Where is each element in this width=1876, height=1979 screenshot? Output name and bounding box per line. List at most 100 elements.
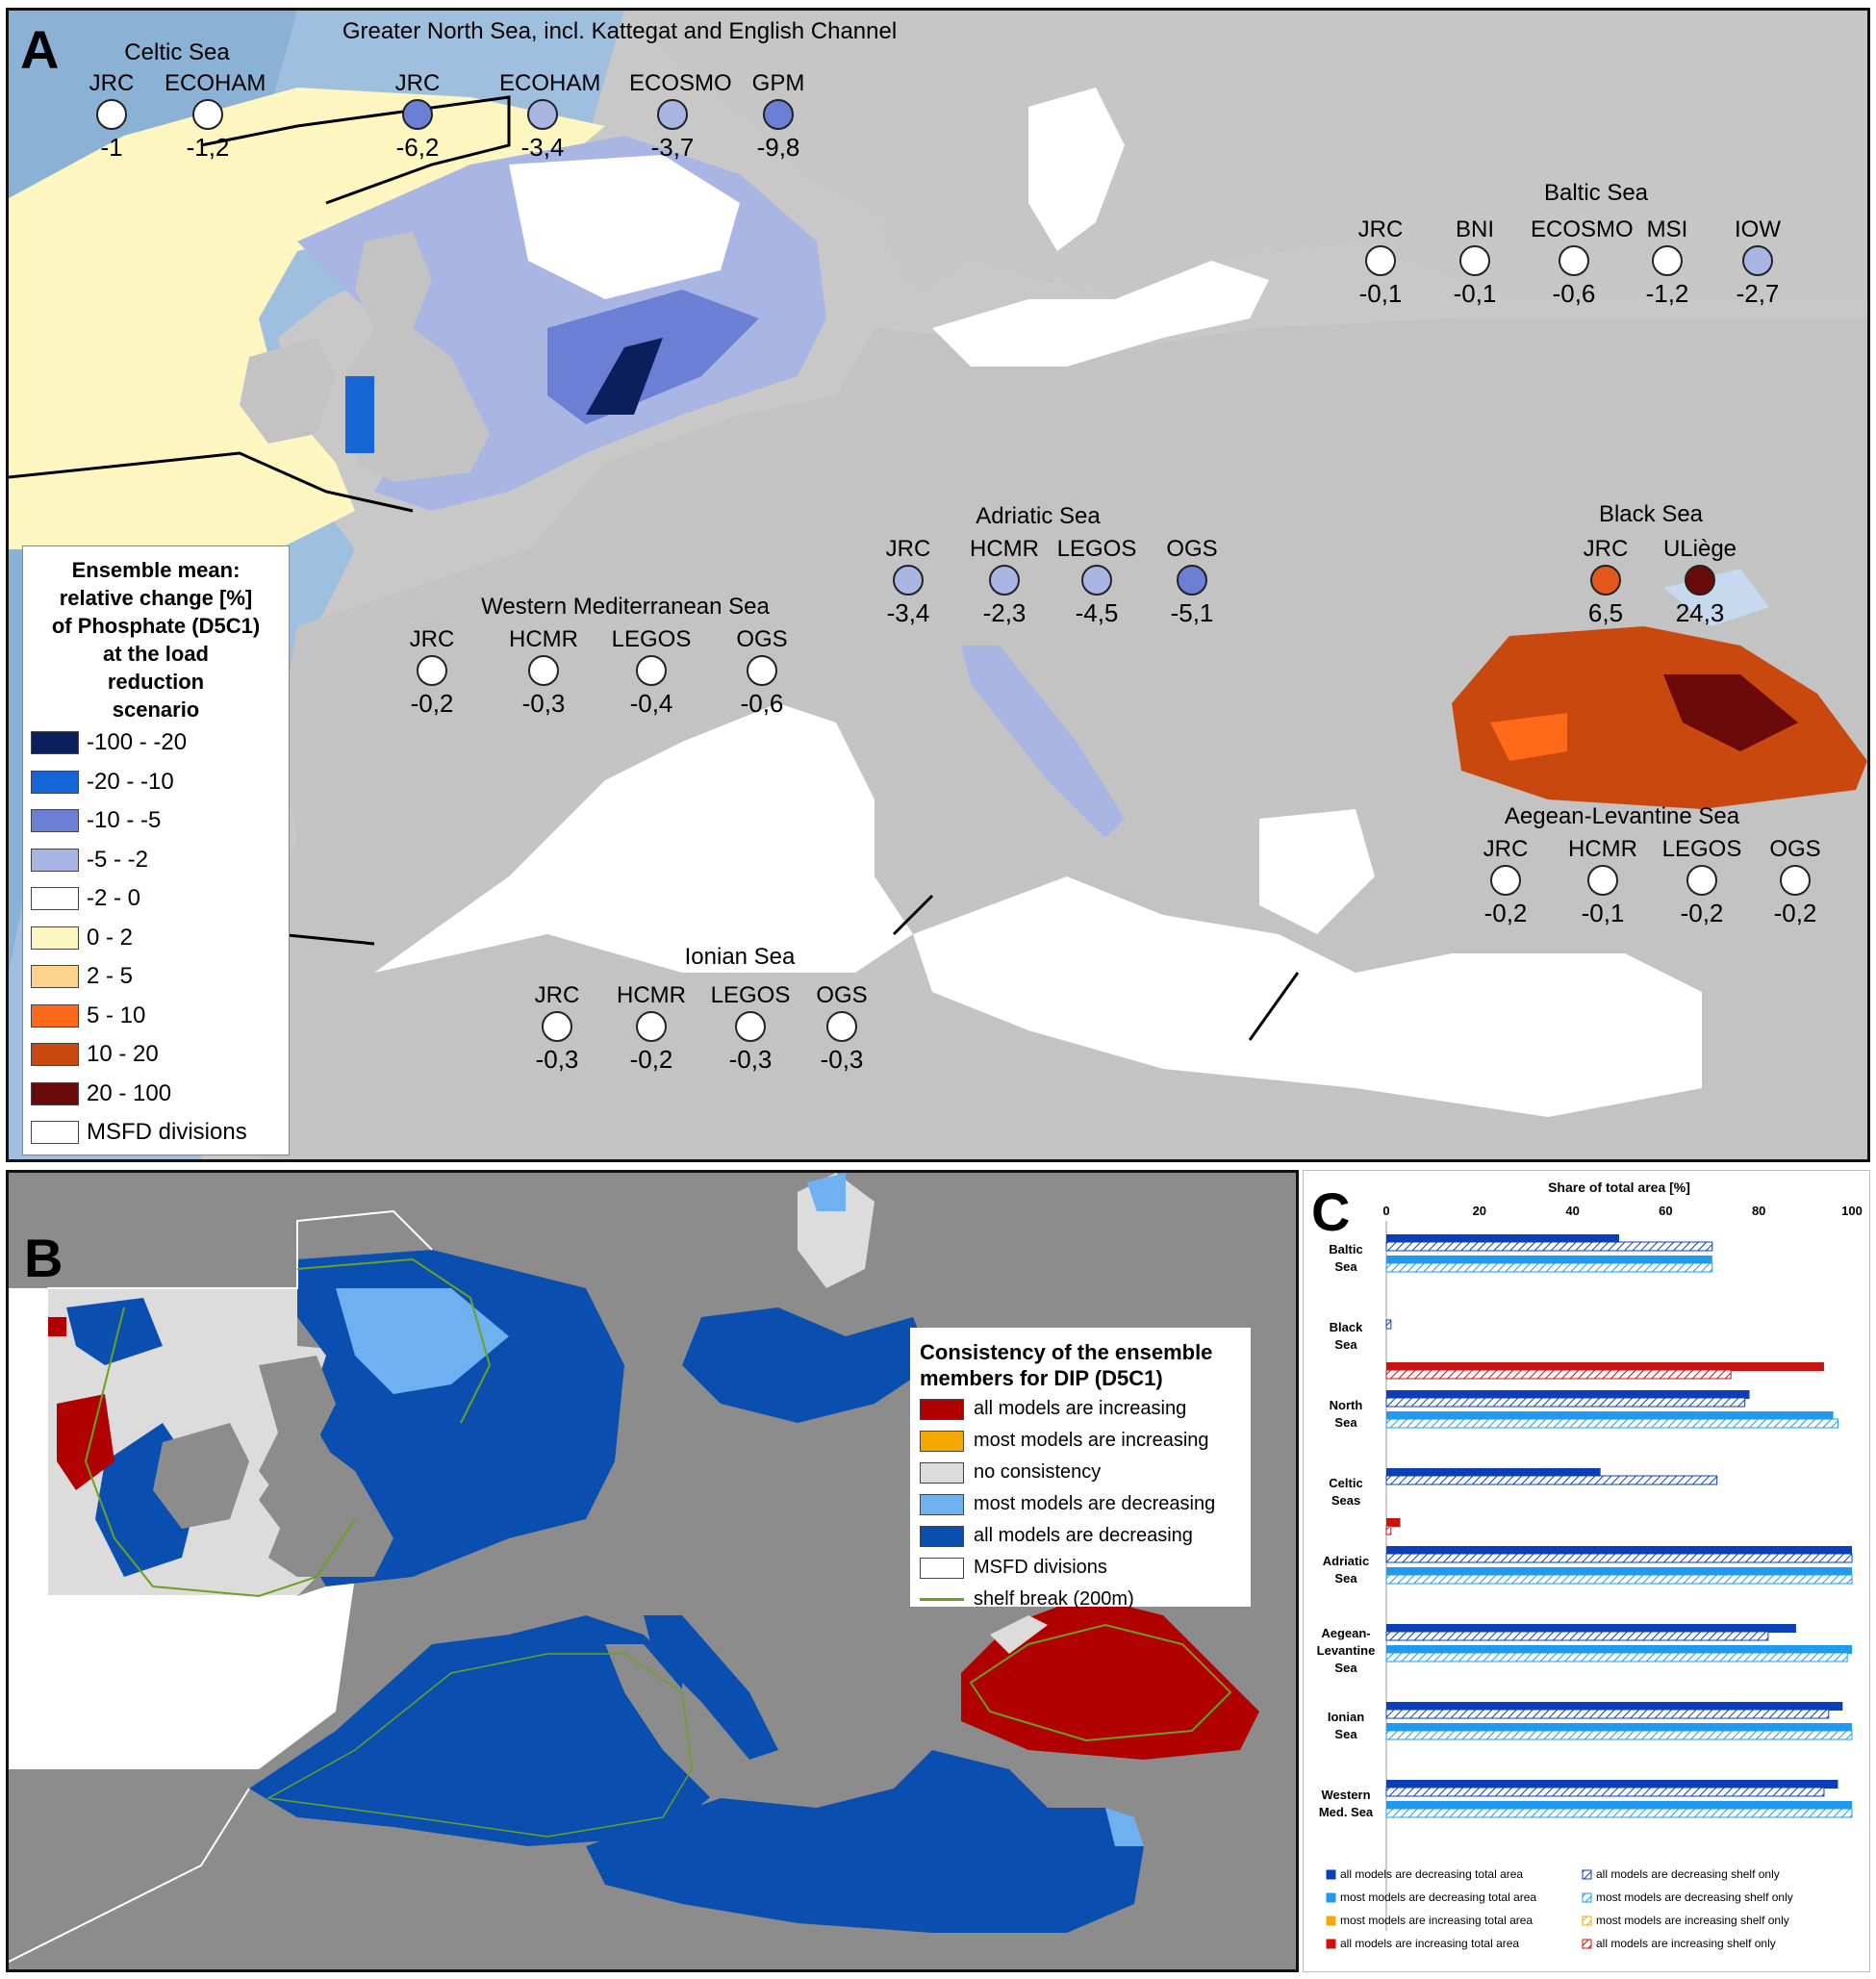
category-label: Adriatic [1323,1554,1369,1568]
panel-c-chart: C Share of total area [%] 0 20 40 60 80 100 Bal… [1303,1170,1870,1972]
legend-b-label: most models are decreasing [974,1493,1216,1514]
legend-a-swatch [31,770,79,794]
station-marker: MSI -1,2 [1624,216,1711,307]
station-dot [1685,565,1715,596]
station-marker: ECOHAM -1,2 [165,70,266,162]
outer-ocean [9,1288,355,1769]
legend-b-label: MSFD divisions [974,1557,1107,1578]
station-value-label: -9,8 [756,133,800,162]
category-label: Levantine [1317,1643,1376,1658]
station-dot [1780,865,1811,896]
category-label: Sea [1334,1259,1357,1274]
panel-c-letter: C [1311,1181,1351,1242]
shelf-break-line [296,1257,492,1424]
station-dot [417,655,447,686]
bar [1385,1475,1718,1485]
category-label: Sea [1334,1415,1357,1430]
station-marker: IOW -2,7 [1714,216,1801,307]
legend-a-item: -100 - -20 [23,723,289,763]
category-label: Aegean- [1321,1626,1370,1640]
celtic-increasing [47,1317,66,1336]
station-model-label: ECOSMO [629,70,732,96]
legend-a-item: 2 - 5 [23,957,289,997]
station-model-label: LEGOS [1056,536,1137,562]
category-label: Black [1330,1320,1363,1334]
legend-a-label: 10 - 20 [87,1041,159,1068]
station-model-label: HCMR [617,982,686,1008]
station-dot [763,99,794,130]
station-dot [527,99,558,130]
x-tick-label: 40 [1565,1204,1579,1218]
sea-title: Black Sea [1598,501,1704,527]
station-model-label: JRC [1357,216,1404,242]
panel-b-letter: B [24,1228,63,1288]
bar [1386,1546,1852,1555]
msfd-division-line [47,1209,433,1289]
legend-b-label: no consistency [974,1461,1102,1483]
station-model-label: ECOHAM [499,70,601,96]
bar [1385,1631,1769,1641]
legend-a-label: -10 - -5 [87,807,162,834]
italy-land [913,684,1086,915]
station-value-label: -0,4 [629,689,673,718]
msfd-division-line [9,1710,260,1751]
panel-a-letter: A [20,19,60,80]
north-sea-white [509,155,740,299]
legend-swatch [1326,1892,1336,1903]
station-model-label: MSI [1646,216,1688,242]
bar [1386,1390,1750,1399]
category-label: Sea [1334,1337,1357,1352]
legend-b-item: most models are increasing [910,1425,1251,1457]
legend-b-title-line: Consistency of the ensemble [920,1340,1213,1364]
adriatic-decreasing [644,1615,778,1760]
legend-a-label: 0 - 2 [87,924,134,951]
legend-b-swatch [920,1598,964,1601]
station-value-label: 6,5 [1587,598,1624,627]
legend-a-title-line: Ensemble mean: [71,558,241,582]
station-dot [192,99,223,130]
station-dot [96,99,127,130]
station-value-label: -1,2 [186,133,230,162]
aegean-sea [1259,809,1375,934]
legend-b-item: most models are decreasing [910,1488,1251,1520]
eastern-med-decreasing [586,1750,1144,1933]
station-value-label: -6,2 [395,133,440,162]
station-dot [528,655,559,686]
sea-title: Greater North Sea, incl. Kattegat and En… [342,18,898,44]
legend-a-swatch [31,1003,79,1028]
legend-a-item: 0 - 2 [23,919,289,958]
legend-a-label: 5 - 10 [87,1002,146,1028]
legend-a-title-line: relative change [%] [59,586,253,610]
bar [1385,1319,1392,1330]
legend-b-swatch [920,1557,964,1579]
bar [1386,1645,1852,1654]
baltic-decreasing [682,1307,932,1423]
station-model-label: ECOSMO [1531,216,1634,242]
station-model-label: JRC [89,70,135,96]
station-model-label: JRC [394,70,441,96]
station-marker: JRC -0,2 [389,626,475,717]
bar [1386,1723,1852,1732]
legend-a-label: -2 - 0 [87,885,141,912]
bar [1385,1241,1713,1252]
legend-a-item: 5 - 10 [23,997,289,1036]
legend-a-title-line: of Phosphate (D5C1) [51,614,261,638]
category-label: Med. Sea [1319,1805,1374,1819]
station-dot [636,655,667,686]
station-marker: HCMR -0,1 [1559,836,1646,926]
panel-b-basemap [9,1173,1259,1963]
station-marker: JRC 6,5 [1562,536,1649,626]
ionian-sea [913,876,1702,1117]
legend-b-title: Consistency of the ensemble members for … [910,1328,1251,1393]
station-value-label: 24,3 [1675,598,1725,627]
station-value-label: -0,1 [1358,279,1403,308]
legend-a-label: -5 - -2 [87,846,149,873]
station-model-label: GPM [751,70,805,96]
ireland-land [153,1423,249,1529]
sea-title: Baltic Sea [1543,180,1649,206]
station-value-label: -0,2 [1773,899,1817,927]
legend-label: all models are increasing total area [1340,1937,1519,1950]
station-dot [735,1011,766,1042]
legend-label: all models are decreasing shelf only [1596,1867,1780,1881]
legend-b-items: all models are increasing most models are… [910,1393,1251,1615]
